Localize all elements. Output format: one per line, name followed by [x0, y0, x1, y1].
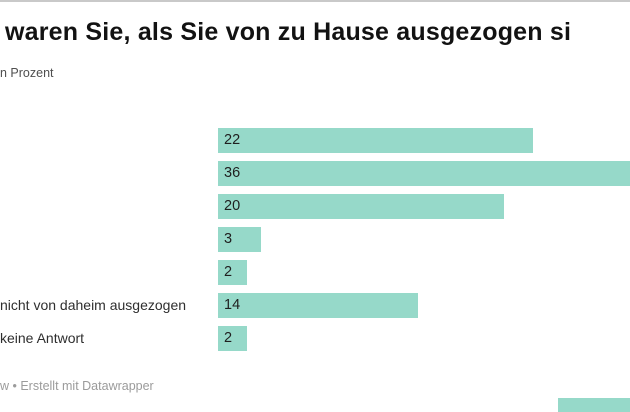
bar-category-label: [0, 128, 214, 153]
chart-title: waren Sie, als Sie von zu Hause ausgezog…: [5, 18, 572, 46]
bar-row: keine Antwort 2: [0, 326, 630, 351]
bar-value-label: 22: [224, 132, 241, 148]
bar: 3: [218, 227, 261, 252]
bar-value-label: 3: [224, 231, 233, 247]
bar: 14: [218, 293, 418, 318]
bar: 22: [218, 128, 533, 153]
chart-footer: w • Erstellt mit Datawrapper: [0, 379, 154, 393]
bar: 2: [218, 326, 247, 351]
bar-row: 2: [0, 260, 630, 285]
bar-category-label: keine Antwort: [0, 330, 85, 346]
chart-subtitle: n Prozent: [0, 66, 54, 80]
bar-rows: 22 36 20 3 2 nicht von daheim ausgezogen 14 kei…: [0, 128, 630, 359]
bar-value-label: 36: [224, 165, 241, 181]
bar-category-label: [0, 194, 214, 219]
bar-category-label: nicht von daheim ausgezogen: [0, 297, 187, 313]
bar: 36: [218, 161, 630, 186]
bar-value-label: 2: [224, 264, 233, 280]
bar-category-label: [0, 227, 214, 252]
bar-row: 36: [0, 161, 630, 186]
bar-category-label: [0, 260, 214, 285]
bar-row: 20: [0, 194, 630, 219]
bar-value-label: 14: [224, 297, 241, 313]
bar-row: 3: [0, 227, 630, 252]
bar-value-label: 20: [224, 198, 241, 214]
bar-row: 22: [0, 128, 630, 153]
bar: 2: [218, 260, 247, 285]
bar-value-label: 2: [224, 330, 233, 346]
bar-row: nicht von daheim ausgezogen 14: [0, 293, 630, 318]
bar-category-label: [0, 161, 214, 186]
teal-corner-block: [558, 398, 630, 412]
bar: 20: [218, 194, 504, 219]
